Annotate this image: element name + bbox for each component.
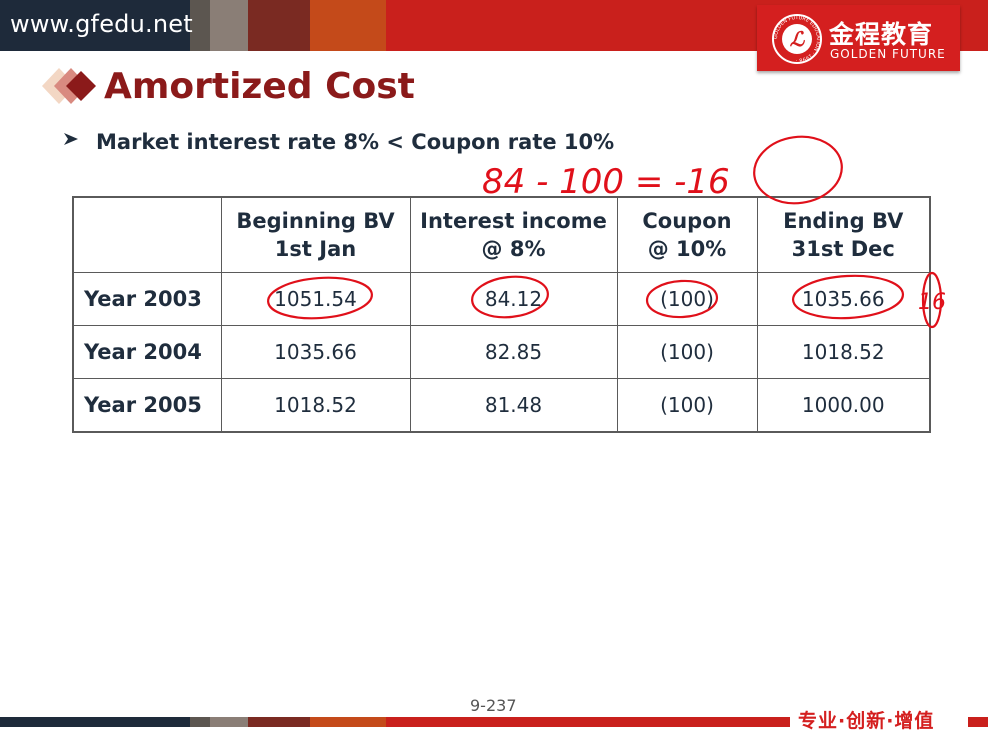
header-beginning-bv: Beginning BV 1st Jan xyxy=(220,196,411,273)
banner-segment xyxy=(248,717,310,727)
site-url[interactable]: www.gfedu.net xyxy=(10,10,193,38)
brand-logo: ℒ GOLDEN FUTURE EDUCATION · 1998 · 金程教育 … xyxy=(757,5,960,71)
interest-income-cell: 82.85 xyxy=(409,325,618,379)
banner-segment xyxy=(248,0,310,51)
slogan-text: 专业·创新·增值 xyxy=(798,710,935,732)
banner-segment xyxy=(310,0,386,51)
header-cell-empty xyxy=(72,196,222,273)
banner-segment xyxy=(210,717,248,727)
table-row: Year 2005 1018.52 81.48 (100) 1000.00 xyxy=(72,378,931,433)
interest-income-cell: 84.12 xyxy=(409,272,618,326)
ending-bv-cell: 1035.66 xyxy=(756,272,931,326)
table-header-row: Beginning BV 1st Jan Interest income @ 8% … xyxy=(72,196,931,273)
banner-segment xyxy=(310,717,386,727)
logo-chinese-text: 金程教育 xyxy=(829,20,934,49)
banner-segment xyxy=(190,0,210,51)
banner-segment xyxy=(968,717,988,727)
banner-segment xyxy=(210,0,248,51)
table-row: Year 2003 1051.54 84.12 (100) 1035.66 xyxy=(72,272,931,326)
bottom-banner xyxy=(0,717,988,727)
row-label: Year 2005 xyxy=(72,378,222,433)
table-row: Year 2004 1035.66 82.85 (100) 1018.52 xyxy=(72,325,931,379)
banner-segment xyxy=(190,717,210,727)
logo-english-text: GOLDEN FUTURE xyxy=(830,47,946,61)
beginning-bv-cell: 1035.66 xyxy=(220,325,411,379)
banner-segment xyxy=(0,717,190,727)
header-ending-bv: Ending BV 31st Dec xyxy=(756,196,931,273)
ending-bv-cell: 1000.00 xyxy=(756,378,931,433)
header-interest-income: Interest income @ 8% xyxy=(409,196,618,273)
ending-bv-cell: 1018.52 xyxy=(756,325,931,379)
header-coupon: Coupon @ 10% xyxy=(616,196,758,273)
svg-text:ℒ: ℒ xyxy=(790,27,806,51)
title-diamond-icon xyxy=(42,68,96,104)
beginning-bv-cell: 1051.54 xyxy=(220,272,411,326)
bullet-text: Market interest rate 8% < Coupon rate 10… xyxy=(96,130,615,154)
coupon-cell: (100) xyxy=(616,325,758,379)
bullet-arrow-icon xyxy=(64,133,78,145)
coupon-cell: (100) xyxy=(616,272,758,326)
row-label: Year 2004 xyxy=(72,325,222,379)
coupon-cell: (100) xyxy=(616,378,758,433)
logo-seal-icon: ℒ GOLDEN FUTURE EDUCATION · 1998 · xyxy=(772,14,822,64)
row-label: Year 2003 xyxy=(72,272,222,326)
beginning-bv-cell: 1018.52 xyxy=(220,378,411,433)
banner-segment xyxy=(386,717,790,727)
slide-title: Amortized Cost xyxy=(104,66,415,107)
amortization-table: Beginning BV 1st Jan Interest income @ 8% … xyxy=(72,196,931,433)
banner-segment xyxy=(0,0,190,51)
page-number: 9-237 xyxy=(470,696,517,715)
interest-income-cell: 81.48 xyxy=(409,378,618,433)
